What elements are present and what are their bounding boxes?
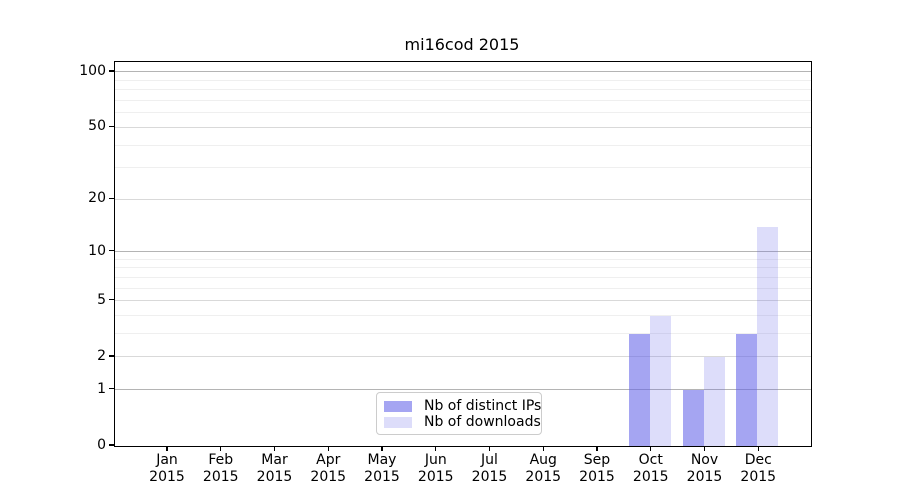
x-tick-label: Jul 2015: [471, 452, 508, 485]
x-tick-label: Oct 2015: [632, 452, 669, 485]
gridline: [115, 79, 811, 81]
gridline: [115, 315, 811, 317]
bar-dec-distinct-ips: [736, 333, 758, 446]
y-tick-label: 0: [97, 437, 106, 453]
plot-area: [114, 61, 812, 447]
x-tick-label: Jan 2015: [149, 452, 185, 485]
bar-oct-distinct-ips: [628, 333, 650, 446]
gridline: [115, 126, 811, 128]
gridline: [115, 198, 811, 200]
x-tick-mark: [166, 446, 168, 451]
y-tick-label: 100: [79, 62, 106, 79]
x-tick-label: Nov 2015: [686, 452, 723, 485]
y-tick-mark: [109, 197, 114, 199]
y-tick-label: 50: [88, 118, 106, 135]
x-tick-mark: [327, 446, 329, 451]
gridline: [115, 89, 811, 91]
gridline: [115, 251, 811, 253]
bar-nov-downloads: [703, 356, 725, 446]
x-tick-label: Feb 2015: [202, 452, 239, 485]
y-tick-label: 5: [97, 291, 106, 308]
y-tick-label: 10: [88, 242, 106, 259]
gridline: [115, 144, 811, 146]
x-tick-mark: [220, 446, 222, 451]
legend: Nb of distinct IPs Nb of downloads: [376, 392, 542, 435]
y-tick-label: 2: [97, 347, 106, 364]
x-tick-label: Sep 2015: [579, 452, 615, 485]
x-tick-mark: [273, 446, 276, 451]
legend-label-distinct-ips: Nb of distinct IPs: [424, 398, 542, 414]
x-tick-mark: [488, 446, 491, 451]
x-tick-label: Aug 2015: [525, 452, 562, 485]
gridline: [115, 71, 811, 73]
x-tick-mark: [381, 446, 383, 451]
gridline: [115, 300, 811, 302]
bar-oct-downloads: [649, 315, 671, 446]
y-tick-mark: [109, 70, 114, 72]
gridline: [115, 356, 811, 358]
gridline: [115, 267, 811, 269]
x-tick-mark: [703, 446, 706, 451]
gridline: [115, 276, 811, 278]
gridline: [115, 100, 811, 102]
y-tick-label: 20: [88, 190, 106, 207]
gridline: [115, 389, 811, 391]
legend-swatch-downloads: [384, 416, 412, 428]
chart-title: mi16cod 2015: [404, 35, 520, 54]
gridline: [115, 333, 811, 335]
y-tick-mark: [109, 250, 114, 252]
x-tick-mark: [542, 446, 544, 451]
y-tick-mark: [109, 444, 114, 446]
x-tick-mark: [650, 446, 652, 451]
legend-label-downloads: Nb of downloads: [424, 414, 541, 430]
y-tick-mark: [109, 299, 114, 301]
y-tick-mark: [109, 355, 114, 357]
legend-item-downloads: Nb of downloads: [384, 414, 541, 430]
x-tick-mark: [596, 446, 598, 451]
x-tick-label: Jun 2015: [417, 452, 454, 485]
legend-item-distinct-ips: Nb of distinct IPs: [384, 398, 541, 414]
y-tick-mark: [109, 388, 114, 390]
x-tick-label: Mar 2015: [256, 452, 293, 485]
gridline: [115, 258, 811, 260]
y-tick-label: 1: [97, 380, 106, 397]
gridline: [115, 167, 811, 169]
x-tick-label: Apr 2015: [310, 452, 347, 485]
x-tick-label: Dec 2015: [740, 452, 777, 485]
y-tick-mark: [109, 125, 114, 127]
legend-swatch-distinct-ips: [384, 400, 412, 412]
x-tick-label: May 2015: [364, 452, 400, 485]
gridline: [115, 287, 811, 289]
x-tick-mark: [757, 446, 759, 451]
bar-nov-distinct-ips: [682, 389, 704, 446]
x-tick-mark: [435, 446, 437, 451]
bar-dec-downloads: [757, 226, 779, 446]
gridline: [115, 112, 811, 114]
